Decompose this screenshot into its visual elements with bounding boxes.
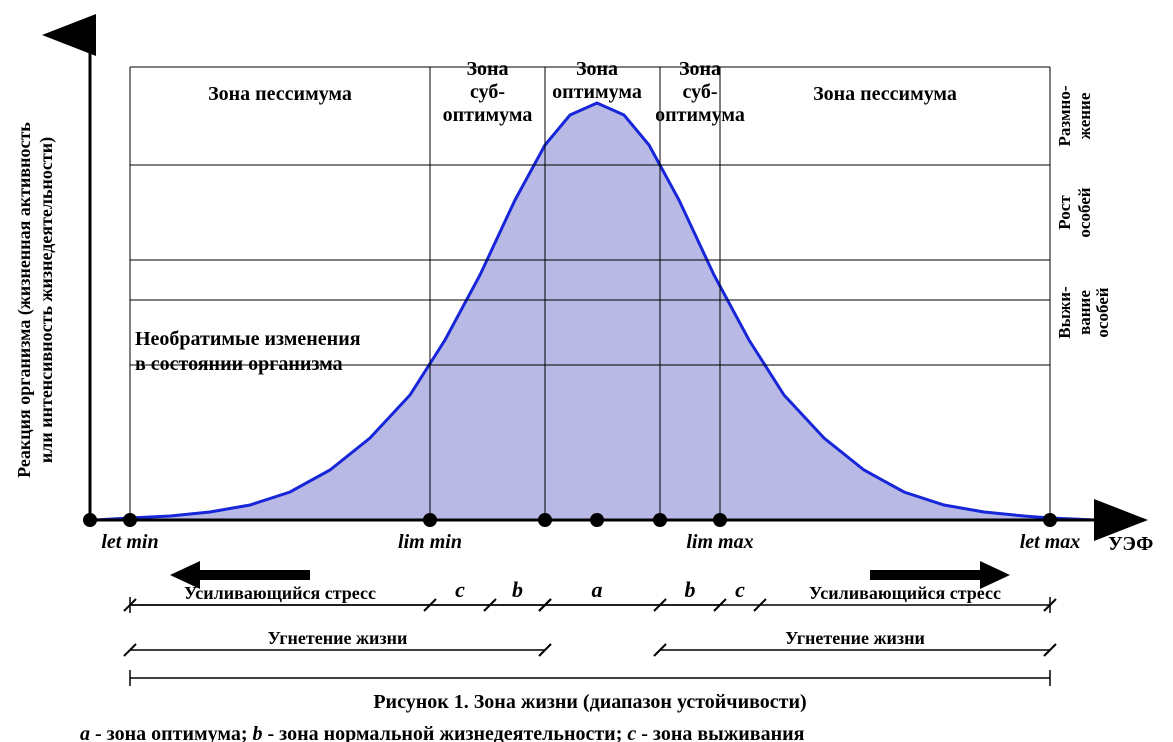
seg-c-left: c (455, 577, 465, 602)
seg-b-right: b (685, 577, 696, 602)
right-label-3-2: вание (1075, 290, 1094, 335)
zone-optimum-l1: Зона (576, 58, 618, 80)
figure-caption: Рисунок 1. Зона жизни (диапазон устойчив… (373, 691, 806, 713)
oppression-left: Угнетение жизни (268, 628, 408, 648)
tick-let-min: let min (101, 531, 158, 553)
seg-b-left: b (512, 577, 523, 602)
tick-lim-min: lim min (398, 531, 462, 553)
stress-right: Усиливающийся стресс (809, 583, 1001, 603)
y-axis-label-1: Реакция организма (жизненная активность (14, 122, 35, 478)
tick-lim-max: lim max (686, 531, 753, 553)
y-axis-label-2: или интенсивность жизнедеятельности) (36, 137, 57, 463)
zone-sub-left-l2: суб- (470, 81, 505, 103)
tick-let-max: let max (1020, 531, 1081, 553)
irreversible-line1: Необратимые изменения (135, 328, 361, 350)
zone-pessimum-right: Зона пессимума (813, 83, 957, 105)
zone-sub-left-l1: Зона (466, 58, 508, 80)
diagram-svg: Реакция организма (жизненная активность … (0, 0, 1173, 742)
right-label-2-2: особей (1075, 187, 1094, 237)
right-label-3-3: особей (1093, 287, 1112, 337)
right-label-1-2: жение (1075, 92, 1094, 139)
right-label-1-1: Размно- (1055, 85, 1074, 146)
diagram-root: Реакция организма (жизненная активность … (0, 0, 1173, 742)
stress-left: Усиливающийся стресс (184, 583, 376, 603)
zone-sub-right-l2: суб- (682, 81, 717, 103)
zone-sub-left-l3: оптимума (443, 104, 533, 126)
zone-sub-right-l1: Зона (679, 58, 721, 80)
right-label-3-1: Выжи- (1055, 286, 1074, 339)
seg-c-right: c (735, 577, 745, 602)
zone-sub-right-l3: оптимума (655, 104, 745, 126)
irreversible-line2: в состоянии организма (135, 353, 343, 375)
zone-optimum-l2: оптимума (552, 81, 642, 103)
oppression-right: Угнетение жизни (785, 628, 925, 648)
x-axis-label: УЭФ (1108, 533, 1153, 555)
figure-legend: a - зона оптимума; b - зона нормальной ж… (80, 723, 805, 742)
curve-fill (95, 103, 1095, 520)
seg-a: a (592, 577, 603, 602)
zone-pessimum-left: Зона пессимума (208, 83, 352, 105)
right-label-2-1: Рост (1055, 195, 1074, 230)
